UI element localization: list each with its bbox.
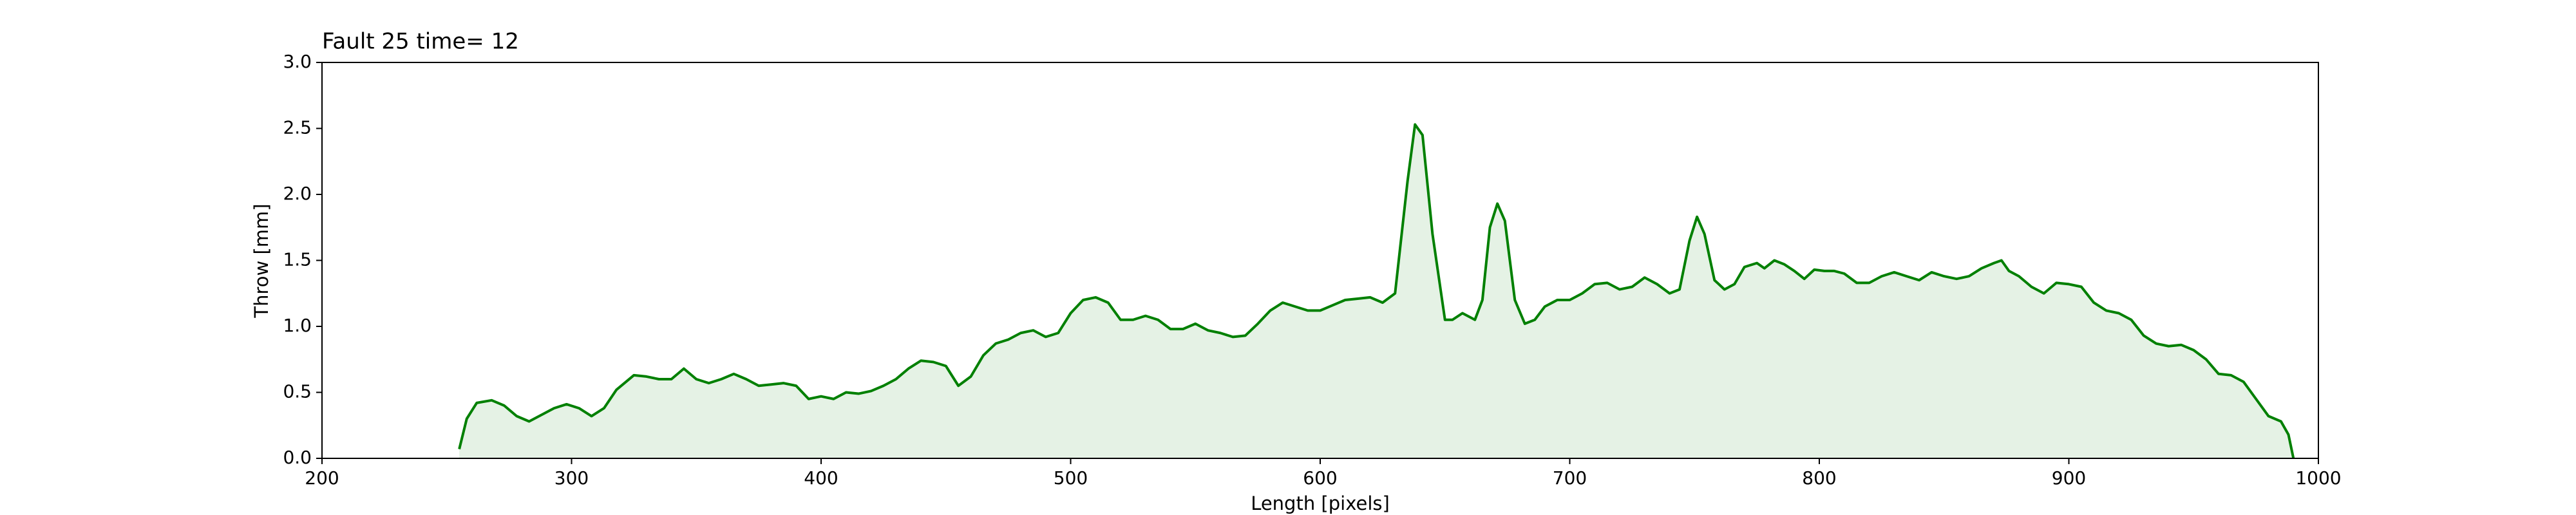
x-axis-label: Length [pixels] — [1251, 492, 1390, 514]
x-tick-label: 900 — [2052, 467, 2086, 489]
y-tick-label: 3.0 — [283, 51, 312, 72]
y-axis-label: Throw [mm] — [251, 203, 272, 318]
x-tick-label: 1000 — [2295, 467, 2341, 489]
area — [459, 124, 2294, 459]
chart-title: Fault 25 time= 12 — [322, 29, 519, 55]
line — [458, 123, 2295, 459]
y-tick-label: 2.5 — [283, 117, 312, 138]
x-tick-label: 500 — [1054, 467, 1088, 489]
y-tick-label: 2.0 — [283, 183, 312, 204]
y-tick-label: 0.0 — [283, 447, 312, 468]
y-tick-label: 0.5 — [283, 381, 312, 402]
x-tick-label: 800 — [1802, 467, 1836, 489]
x-tick-label: 200 — [305, 467, 339, 489]
x-tick-label: 600 — [1303, 467, 1337, 489]
x-tick-label: 700 — [1553, 467, 1587, 489]
y-tick-label: 1.0 — [283, 315, 312, 336]
x-tick-label: 300 — [554, 467, 589, 489]
x-tick-label: 400 — [804, 467, 838, 489]
y-tick-label: 1.5 — [283, 249, 312, 270]
